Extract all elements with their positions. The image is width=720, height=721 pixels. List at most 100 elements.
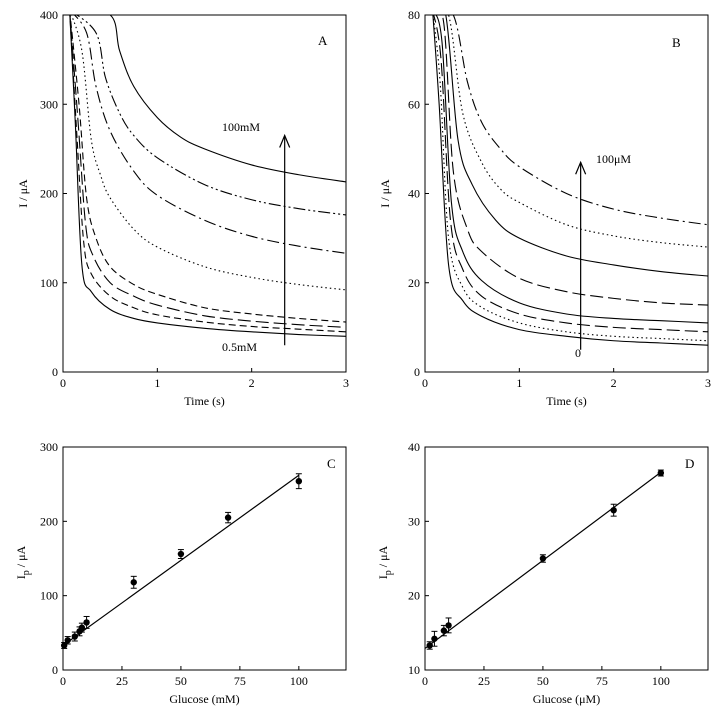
panel-label: C [327,456,336,471]
panel-c: 0 25 50 75 100 0 100 200 300 Glucose (mM) Ip / μA C [14,440,347,706]
y-tick-label: 80 [408,8,420,22]
fit-line [62,474,300,646]
series-line [69,15,346,328]
y-label-unit: / μA [376,545,390,570]
y-axis-label: Ip / μA [14,545,32,579]
panel-d: 0 25 50 75 100 10 20 30 40 Glucose (μM) Ip / μA D [376,440,709,706]
plot-frame [424,446,709,671]
annotation-low: 0 [575,346,581,360]
panel-label: D [685,456,694,471]
arrow-head [279,133,291,148]
x-tick-label: 0 [60,674,66,688]
y-axis-label: I / μA [16,179,30,208]
y-axis-label: I / μA [378,179,392,208]
x-tick-label: 25 [478,674,490,688]
y-label-main: I [14,575,28,579]
series-line [445,15,708,277]
x-tick-label: 50 [537,674,549,688]
y-tick-label: 30 [408,514,420,528]
y-tick-label: 0 [52,663,58,677]
y-label-main: I [376,575,390,579]
data-point [130,579,137,586]
series-line [432,15,708,346]
y-tick-label: 60 [408,97,420,111]
series-line [435,15,708,324]
y-tick-label: 0 [52,365,58,379]
y-label-subscript: p [383,570,394,575]
y-axis-label: Ip / μA [376,545,394,579]
data-point [431,635,438,642]
panel-label: A [318,33,328,48]
x-tick-label: 2 [249,376,255,390]
series-line [70,15,346,291]
series-line [69,15,346,333]
plot-frame [62,446,347,671]
series-line [73,15,346,254]
data-point [71,633,78,640]
x-tick-label: 1 [516,376,522,390]
y-tick-label: 20 [408,276,420,290]
x-axis-label: Glucose (μM) [533,692,600,706]
y-label-subscript: p [21,570,32,575]
x-tick-label: 100 [652,674,670,688]
data-point [78,624,86,631]
data-point [64,637,71,644]
y-tick-label: 100 [40,589,58,603]
y-tick-label: 10 [408,663,420,677]
x-tick-label: 100 [290,674,308,688]
y-tick-label: 300 [40,440,58,454]
y-tick-label: 40 [408,187,420,201]
data-point [539,555,547,562]
series-line [433,15,708,333]
y-tick-label: 200 [40,187,58,201]
x-tick-label: 50 [175,674,187,688]
series-line [109,15,346,183]
series-line [432,15,708,342]
x-tick-label: 3 [705,376,711,390]
x-tick-label: 0 [422,376,428,390]
data-point [224,514,232,521]
annotation-low: 0.5mM [222,340,257,354]
x-axis-label: Time (s) [184,394,225,408]
series-line [75,15,346,216]
panel-label: B [672,35,681,50]
annotation-high: 100μM [596,152,631,166]
data-point [295,477,303,485]
data-point [177,550,185,558]
x-axis-label: Time (s) [546,394,587,408]
y-tick-label: 0 [414,365,420,379]
series-line [69,15,346,323]
x-tick-label: 3 [343,376,349,390]
series-group [69,15,346,337]
arrow-head [575,160,587,175]
data-point [440,627,448,634]
y-tick-label: 300 [40,97,58,111]
x-tick-label: 75 [234,674,246,688]
series-line [452,15,708,226]
x-tick-label: 0 [422,674,428,688]
y-tick-label: 40 [408,440,420,454]
x-tick-label: 2 [611,376,617,390]
series-group [432,15,708,346]
x-tick-label: 75 [596,674,608,688]
series-line [447,15,708,248]
data-point [83,619,90,626]
y-tick-label: 100 [40,276,58,290]
x-axis-label: Glucose (mM) [169,692,239,706]
y-tick-label: 200 [40,514,58,528]
series-line [441,15,708,306]
y-label-unit: / μA [14,545,28,570]
y-tick-label: 20 [408,589,420,603]
data-point [657,469,665,477]
data-point [445,622,452,629]
series-line [69,15,346,337]
data-point [60,642,68,649]
data-point [610,506,617,514]
data-point [426,642,433,649]
panel-b: 0 1 2 3 0 20 40 60 80 Time (s) I / μA B 100μM 0 [378,8,711,408]
panel-a: 0 1 2 3 0 100 200 300 400 Time (s) I / μA A 100mM 0.5… [16,8,349,408]
x-tick-label: 25 [116,674,128,688]
annotation-high: 100mM [222,120,260,134]
x-tick-label: 1 [154,376,160,390]
